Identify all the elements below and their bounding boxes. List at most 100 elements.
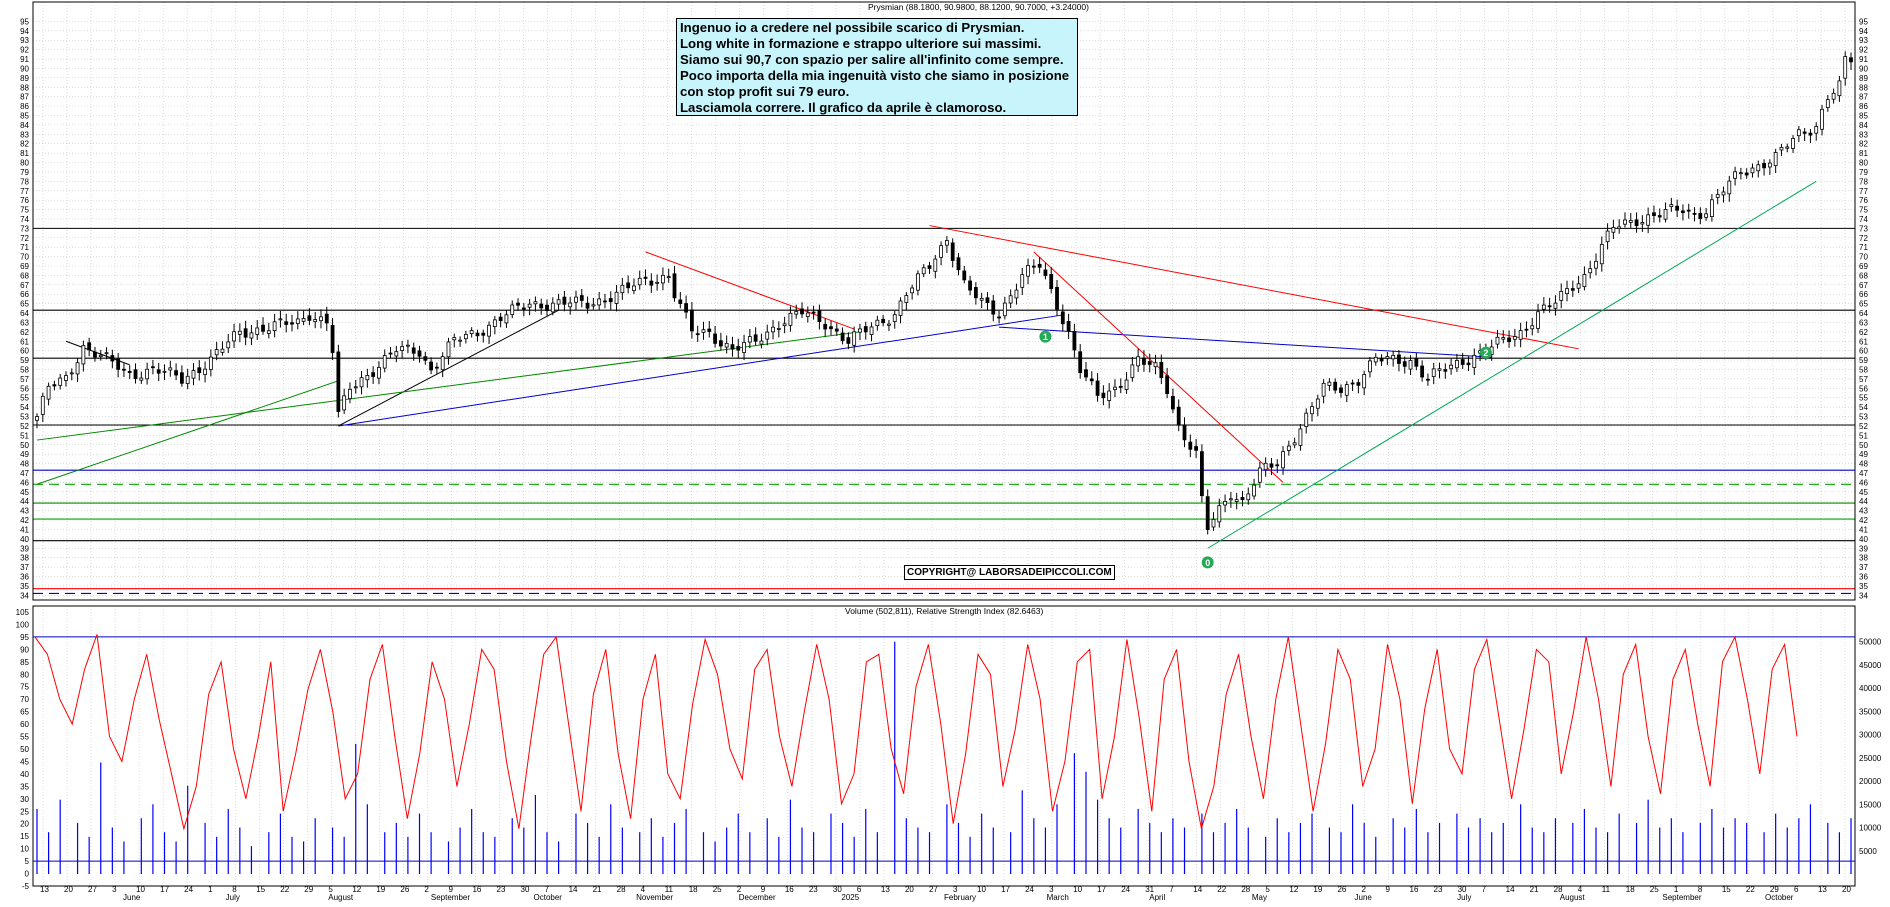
candle-body	[1605, 230, 1610, 243]
date-tick-label: 20	[905, 885, 914, 894]
price-tick-label: 60	[20, 347, 29, 356]
candle	[1286, 440, 1291, 456]
candle-body	[539, 303, 544, 309]
candle	[122, 363, 126, 377]
annotation-box: Ingenuo io a credere nel possibile scari…	[676, 18, 1078, 116]
date-tick-label: 17	[1097, 885, 1106, 894]
candle	[1721, 186, 1726, 203]
candle	[1594, 253, 1598, 276]
candle	[301, 310, 306, 326]
date-tick-label: 22	[280, 885, 289, 894]
candle-body	[40, 395, 45, 415]
candle	[1518, 322, 1523, 348]
candle-body	[382, 355, 387, 369]
price-tick-label: 75	[20, 206, 29, 215]
candle-body	[979, 297, 984, 301]
date-tick-label: 25	[1650, 885, 1659, 894]
candle-body	[1698, 212, 1703, 220]
month-label: 2025	[841, 893, 859, 902]
candle	[1634, 212, 1639, 233]
trendline	[36, 331, 861, 441]
candle	[481, 329, 486, 343]
candle	[139, 371, 144, 384]
candle	[562, 291, 567, 312]
candle-body	[301, 318, 306, 322]
candle	[788, 306, 793, 332]
candle-body	[1825, 99, 1830, 108]
candle	[1530, 317, 1535, 336]
candle-body	[1681, 210, 1685, 214]
date-tick-label: 6	[1794, 885, 1799, 894]
candle	[98, 349, 103, 361]
candle-body	[846, 337, 851, 344]
candle	[1298, 424, 1303, 451]
date-tick-label: 10	[977, 885, 986, 894]
candle-body	[93, 351, 97, 358]
candle-body	[452, 337, 457, 341]
candle	[1750, 163, 1755, 178]
date-tick-label: 4	[641, 885, 646, 894]
date-tick-label: 2	[737, 885, 742, 894]
trendline	[36, 380, 339, 485]
price-tick-label: 59	[20, 356, 29, 365]
candle	[834, 323, 839, 336]
date-tick-label: 24	[1121, 885, 1130, 894]
candle	[1669, 197, 1674, 212]
candle-body	[266, 330, 271, 334]
volume-tick-label: 20000	[1859, 777, 1882, 786]
price-tick-label: 50	[20, 441, 29, 450]
candle	[1130, 356, 1135, 382]
date-tick-label: 30	[521, 885, 530, 894]
candle	[1663, 202, 1668, 223]
candle	[858, 323, 862, 341]
candle	[400, 340, 405, 359]
price-tick-label: 52	[1859, 422, 1868, 431]
candle	[243, 320, 248, 346]
price-tick-label: 92	[1859, 46, 1868, 55]
candle	[151, 359, 155, 375]
price-tick-label: 37	[1859, 563, 1868, 572]
candle-body	[446, 341, 451, 358]
candle-body	[69, 372, 74, 375]
candle	[133, 363, 138, 384]
candle	[1142, 350, 1146, 372]
annotation-line: Lasciamola correre. Il grafico da aprile…	[680, 100, 1007, 115]
candle	[1536, 303, 1540, 334]
candle	[1547, 297, 1552, 313]
candle	[255, 319, 260, 340]
date-tick-label: 31	[1145, 885, 1154, 894]
price-tick-label: 70	[20, 253, 29, 262]
candle	[1171, 388, 1175, 414]
price-tick-label: 74	[20, 215, 29, 224]
price-tick-label: 34	[20, 591, 29, 600]
candle	[1727, 175, 1732, 202]
month-label: November	[636, 893, 673, 902]
trendline	[338, 314, 1063, 427]
date-tick-label: 11	[665, 885, 674, 894]
price-tick-label: 44	[1859, 497, 1868, 506]
candle-body	[1246, 493, 1251, 501]
date-tick-label: 10	[136, 885, 145, 894]
price-tick-label: 53	[20, 413, 29, 422]
candle-body	[666, 276, 671, 279]
candle-body	[1333, 381, 1338, 391]
candle	[1031, 259, 1036, 275]
candle	[1060, 304, 1065, 332]
date-tick-label: 9	[1385, 885, 1390, 894]
candle-body	[1796, 129, 1801, 137]
candle-body	[1194, 446, 1199, 451]
candle	[707, 321, 712, 338]
candle	[776, 321, 781, 338]
candle	[1611, 219, 1616, 240]
candle-body	[255, 327, 260, 335]
candle	[1837, 75, 1842, 102]
candle	[1420, 360, 1425, 382]
candle-body	[475, 332, 480, 337]
candle-body	[1750, 167, 1755, 174]
candle	[1704, 207, 1709, 221]
price-tick-label: 46	[20, 478, 29, 487]
candle-body	[997, 316, 1001, 319]
candle	[1078, 344, 1083, 379]
price-tick-label: 72	[1859, 234, 1868, 243]
price-tick-label: 40	[1859, 535, 1868, 544]
